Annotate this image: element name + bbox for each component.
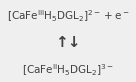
Text: $[\mathrm{CaFe^{II}H_5DGL_2}]^{3-}$: $[\mathrm{CaFe^{II}H_5DGL_2}]^{3-}$ — [22, 62, 114, 77]
Text: $[\mathrm{CaFe^{III}H_5DGL_2}]^{2-} + \mathrm{e}^-$: $[\mathrm{CaFe^{III}H_5DGL_2}]^{2-} + \m… — [7, 9, 129, 24]
Text: ↑↓: ↑↓ — [55, 35, 81, 50]
